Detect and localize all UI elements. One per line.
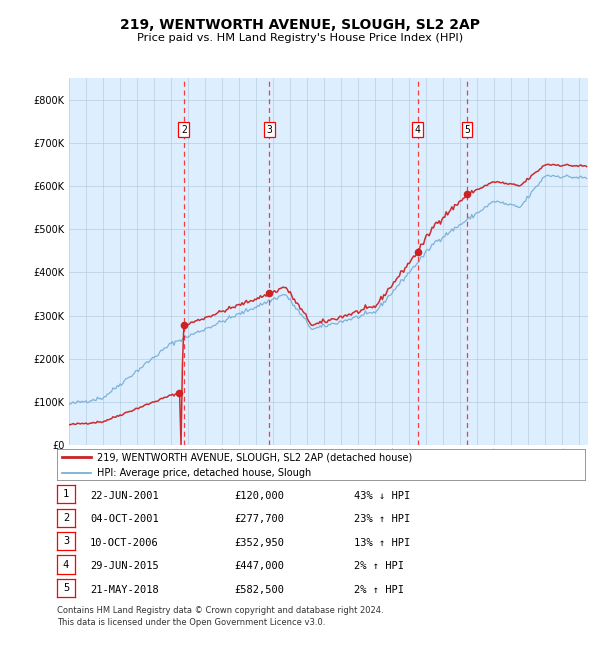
Text: 2: 2 bbox=[181, 125, 187, 135]
Text: 21-MAY-2018: 21-MAY-2018 bbox=[90, 584, 159, 595]
Text: 3: 3 bbox=[266, 125, 272, 135]
Text: 2% ↑ HPI: 2% ↑ HPI bbox=[354, 561, 404, 571]
Text: 23% ↑ HPI: 23% ↑ HPI bbox=[354, 514, 410, 525]
Text: £582,500: £582,500 bbox=[234, 584, 284, 595]
Text: 219, WENTWORTH AVENUE, SLOUGH, SL2 2AP: 219, WENTWORTH AVENUE, SLOUGH, SL2 2AP bbox=[120, 18, 480, 32]
Text: 4: 4 bbox=[63, 560, 69, 569]
Text: 1: 1 bbox=[63, 489, 69, 499]
Text: 219, WENTWORTH AVENUE, SLOUGH, SL2 2AP (detached house): 219, WENTWORTH AVENUE, SLOUGH, SL2 2AP (… bbox=[97, 452, 412, 462]
Text: 22-JUN-2001: 22-JUN-2001 bbox=[90, 491, 159, 501]
Text: HPI: Average price, detached house, Slough: HPI: Average price, detached house, Slou… bbox=[97, 468, 311, 478]
Text: 2: 2 bbox=[63, 513, 69, 523]
Text: £120,000: £120,000 bbox=[234, 491, 284, 501]
Text: 13% ↑ HPI: 13% ↑ HPI bbox=[354, 538, 410, 548]
Text: This data is licensed under the Open Government Licence v3.0.: This data is licensed under the Open Gov… bbox=[57, 618, 325, 627]
Text: 5: 5 bbox=[464, 125, 470, 135]
Text: 43% ↓ HPI: 43% ↓ HPI bbox=[354, 491, 410, 501]
Text: Price paid vs. HM Land Registry's House Price Index (HPI): Price paid vs. HM Land Registry's House … bbox=[137, 32, 463, 43]
Text: 2% ↑ HPI: 2% ↑ HPI bbox=[354, 584, 404, 595]
Text: Contains HM Land Registry data © Crown copyright and database right 2024.: Contains HM Land Registry data © Crown c… bbox=[57, 606, 383, 616]
Text: 4: 4 bbox=[415, 125, 421, 135]
Text: 5: 5 bbox=[63, 583, 69, 593]
Text: 10-OCT-2006: 10-OCT-2006 bbox=[90, 538, 159, 548]
Text: £447,000: £447,000 bbox=[234, 561, 284, 571]
Text: 3: 3 bbox=[63, 536, 69, 546]
Text: 04-OCT-2001: 04-OCT-2001 bbox=[90, 514, 159, 525]
Text: £277,700: £277,700 bbox=[234, 514, 284, 525]
Text: £352,950: £352,950 bbox=[234, 538, 284, 548]
Text: 29-JUN-2015: 29-JUN-2015 bbox=[90, 561, 159, 571]
